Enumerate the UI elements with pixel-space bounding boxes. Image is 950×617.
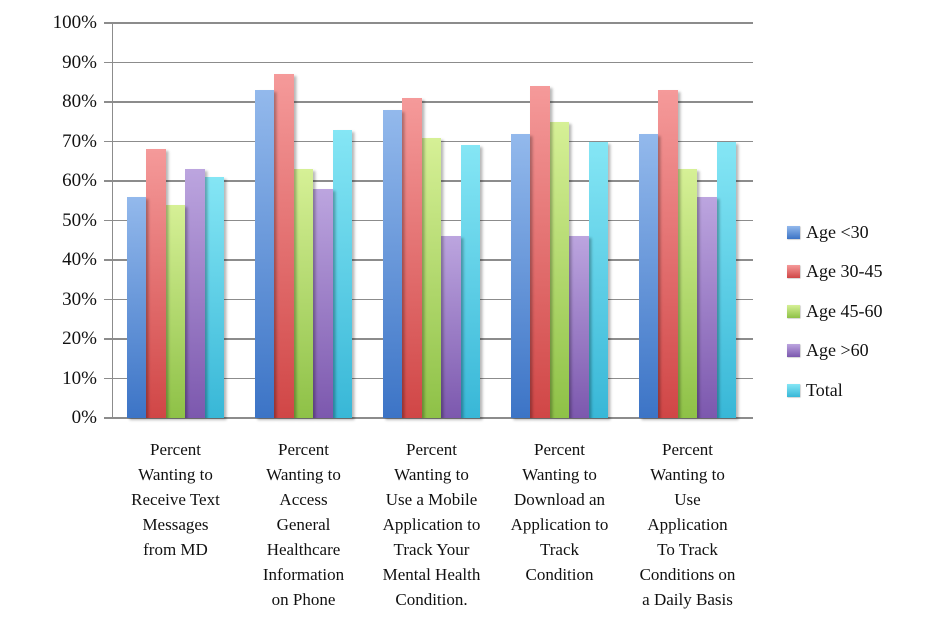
y-axis-tick-label: 50% — [62, 209, 97, 231]
bar-age-30-45 — [274, 74, 294, 418]
legend-label: Age <30 — [806, 221, 869, 242]
bar-total — [460, 145, 480, 418]
bar-group — [127, 23, 224, 418]
y-axis-tick-label: 40% — [62, 249, 97, 270]
legend-swatch-icon — [787, 304, 800, 318]
bar-age-30-45 — [146, 149, 166, 418]
y-axis-tick — [104, 61, 112, 64]
category-label: Percent Wanting to Use a Mobile Applicat… — [382, 440, 481, 609]
bar-group — [511, 23, 608, 418]
y-axis-tick-label: 0% — [71, 407, 97, 428]
y-axis-tick — [104, 22, 112, 24]
legend-item: Age >60 — [787, 340, 882, 362]
y-axis-tick — [104, 338, 112, 340]
bar-age-45-60 — [549, 121, 570, 418]
bar-age-60 — [313, 188, 333, 418]
category-label: Percent Wanting to Use Application To Tr… — [639, 440, 736, 609]
y-axis-tick — [104, 417, 112, 419]
bar-total — [204, 177, 224, 418]
legend-label: Total — [806, 379, 843, 400]
y-axis-tick-label: 90% — [62, 51, 97, 73]
y-axis-tick-label: 20% — [62, 328, 97, 349]
bar-age-30-45 — [402, 98, 422, 418]
bar-age-30 — [383, 109, 403, 418]
y-axis-tick — [104, 101, 112, 103]
y-axis-tick-label: 80% — [62, 91, 97, 112]
legend-label: Age 45-60 — [806, 300, 883, 321]
legend-item: Total — [787, 379, 882, 401]
bar-age-45-60 — [165, 204, 186, 418]
category-label: Percent Wanting to Download an Applicati… — [510, 440, 609, 584]
legend-item: Age 30-45 — [787, 261, 882, 283]
bar-age-30-45 — [658, 90, 678, 418]
bar-total — [716, 141, 736, 418]
bar-group — [255, 23, 352, 418]
bar-age-30 — [511, 133, 531, 418]
bar-age-30-45 — [530, 86, 550, 418]
y-axis-tick-label: 30% — [62, 288, 97, 310]
y-axis-tick — [104, 219, 112, 222]
plot-area — [112, 22, 753, 419]
legend-item: Age 45-60 — [787, 300, 882, 322]
bar-age-45-60 — [293, 169, 314, 418]
legend-swatch-icon — [787, 225, 800, 239]
bar-age-60 — [697, 196, 717, 418]
bar-age-30 — [639, 133, 659, 418]
y-axis-tick — [104, 298, 112, 301]
legend-item: Age <30 — [787, 221, 882, 243]
bar-group — [383, 23, 480, 418]
y-axis-tick — [104, 140, 112, 143]
gridline — [112, 22, 753, 24]
y-axis-tick-label: 70% — [62, 130, 97, 152]
legend-label: Age >60 — [806, 340, 869, 360]
bar-age-60 — [569, 236, 589, 418]
bar-total — [332, 129, 352, 418]
bar-age-45-60 — [677, 169, 698, 418]
legend-swatch-icon — [787, 265, 800, 278]
y-axis-tick — [104, 180, 112, 182]
category-label: Percent Wanting to Receive Text Messages… — [131, 440, 220, 559]
y-axis-tick-label: 60% — [62, 170, 97, 191]
gridline — [112, 61, 753, 64]
bar-total — [588, 141, 608, 418]
legend: Age <30 Age 30-45 Age 45-60 Age >60 Total — [787, 221, 882, 419]
bar-age-60 — [185, 169, 205, 418]
y-axis-tick — [104, 259, 112, 261]
legend-swatch-icon — [787, 344, 800, 357]
gridline — [112, 101, 753, 103]
y-axis-tick-label: 10% — [62, 367, 97, 389]
bar-age-30 — [255, 90, 275, 418]
y-axis-tick — [104, 377, 112, 380]
legend-label: Age 30-45 — [806, 261, 883, 281]
legend-swatch-icon — [787, 383, 800, 397]
bar-age-45-60 — [421, 137, 442, 418]
category-label: Percent Wanting to Access General Health… — [262, 440, 345, 609]
bar-age-30 — [127, 196, 147, 418]
bar-group — [639, 23, 736, 418]
bar-age-60 — [441, 236, 461, 418]
y-axis-tick-label: 100% — [52, 12, 97, 33]
